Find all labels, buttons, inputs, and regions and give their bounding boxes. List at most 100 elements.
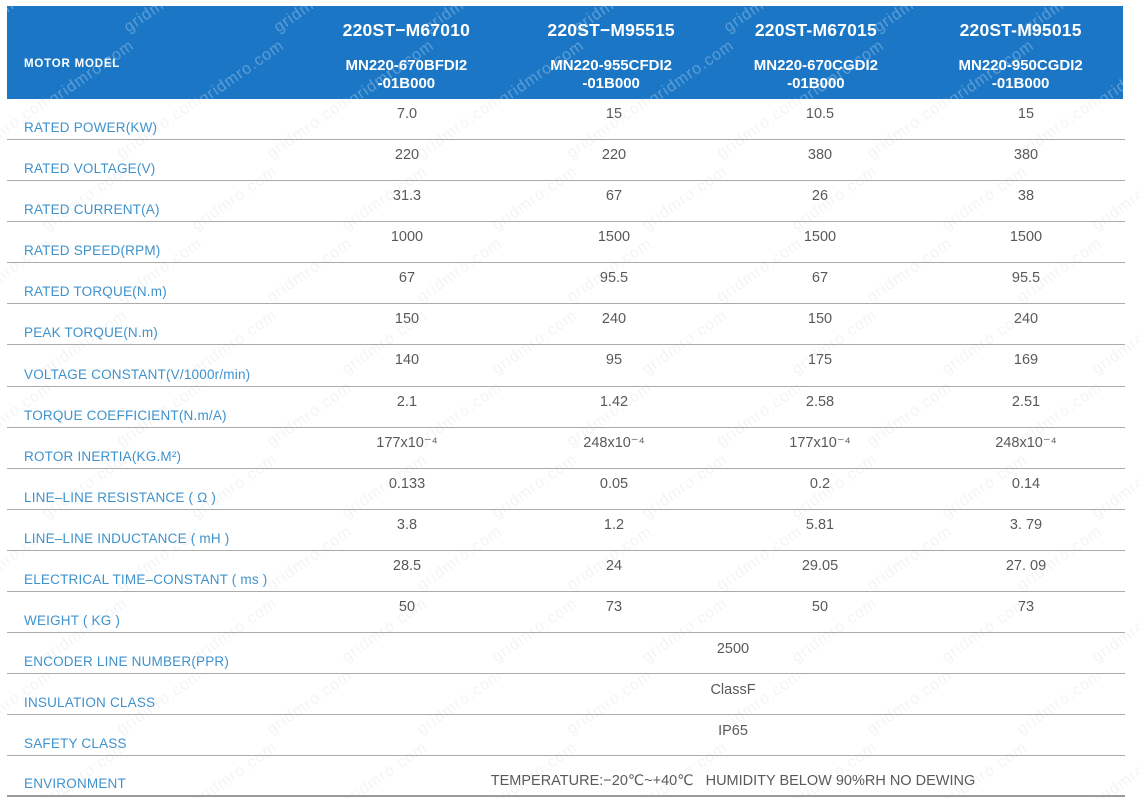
spec-value: 10.5	[805, 106, 835, 122]
spec-value: 15	[1017, 106, 1035, 122]
spec-value: 2.1	[396, 393, 418, 410]
spec-row-label: PEAK TORQUE(N.m)	[24, 325, 158, 341]
spec-value: 2.51	[1011, 393, 1041, 410]
spec-row-label: TORQUE COEFFICIENT(N.m/A)	[24, 407, 227, 423]
spec-value: 0.14	[1011, 475, 1041, 492]
spec-value: 3.8	[396, 516, 418, 533]
spec-row-label: RATED SPEED(RPM)	[24, 243, 161, 259]
table-row: RATED VOLTAGE(V) 220 220 380 380	[7, 140, 1125, 182]
header-model-column-1: 220ST−M67010 MN220-670BFDI2 -01B000	[304, 6, 509, 99]
spec-value: 38	[1017, 188, 1035, 205]
spec-row-label: LINE–LINE RESISTANCE ( Ω )	[24, 489, 217, 505]
spec-row-label: RATED VOLTAGE(V)	[24, 161, 156, 177]
table-row: LINE–LINE INDUCTANCE ( mH ) 3.8 1.2 5.81 3.…	[7, 510, 1125, 551]
spec-value: 1500	[1009, 229, 1043, 246]
spec-value: 177x10⁻⁴	[789, 434, 851, 451]
spec-row-label: ENVIRONMENT	[24, 776, 126, 792]
model-code: MN220-670BFDI2 -01B000	[304, 57, 509, 93]
spec-row-label: WEIGHT ( KG )	[24, 613, 121, 629]
spec-row-label: ENCODER LINE NUMBER(PPR)	[24, 654, 230, 670]
table-row: PEAK TORQUE(N.m) 150 240 150 240	[7, 304, 1125, 346]
spec-value: 248x10⁻⁴	[583, 434, 645, 451]
table-row: ENCODER LINE NUMBER(PPR) 2500	[7, 633, 1125, 675]
header-model-column-2: 220ST−M95515 MN220-955CFDI2 -01B000	[509, 6, 714, 99]
header-motor-model-cell: MOTOR MODEL	[7, 6, 304, 99]
spec-value: 248x10⁻⁴	[995, 434, 1057, 451]
spec-row-label: RATED TORQUE(N.m)	[24, 284, 167, 300]
spec-value: 169	[1013, 352, 1039, 369]
spec-row-label: LINE–LINE INDUCTANCE ( mH )	[24, 530, 230, 546]
model-code-line1: MN220-670BFDI2	[345, 57, 468, 74]
table-row: LINE–LINE RESISTANCE ( Ω ) 0.133 0.05 0.2 0…	[7, 469, 1125, 510]
table-row: SAFETY CLASS IP65	[7, 715, 1125, 757]
table-row: INSULATION CLASS ClassF	[7, 674, 1125, 716]
table-row: RATED CURRENT(A) 31.3 67 26 38	[7, 181, 1125, 223]
spec-value-merged: ClassF	[710, 682, 756, 699]
model-code-line2: -01B000	[991, 75, 1050, 92]
spec-value: 1.2	[603, 516, 625, 533]
spec-value: 67	[605, 188, 623, 205]
table-row: VOLTAGE CONSTANT(V/1000r/min) 140 95 175 16…	[7, 345, 1125, 387]
spec-rows: RATED POWER(KW) 7.0 15 10.5 15 RATED VOLTAG…	[7, 99, 1125, 798]
spec-value: 150	[807, 311, 833, 328]
spec-value: 67	[811, 270, 829, 287]
spec-value: 73	[1017, 598, 1035, 615]
model-code: MN220-955CFDI2 -01B000	[509, 57, 714, 93]
motor-model-label: MOTOR MODEL	[24, 57, 121, 70]
spec-row-label: VOLTAGE CONSTANT(V/1000r/min)	[24, 366, 251, 382]
spec-row-label: INSULATION CLASS	[24, 695, 156, 711]
model-code-line1: MN220-670CGDI2	[753, 57, 878, 74]
spec-value: 50	[398, 598, 416, 615]
spec-value: 26	[811, 188, 829, 205]
spec-row-label: ROTOR INERTIA(KG.M²)	[24, 448, 182, 464]
table-row: ELECTRICAL TIME–CONSTANT ( ms ) 28.5 24 29…	[7, 551, 1125, 592]
spec-value: 2.58	[805, 393, 835, 410]
spec-value: 27. 09	[1005, 557, 1047, 574]
spec-value: 175	[807, 352, 833, 369]
spec-value: 95.5	[1011, 270, 1041, 287]
spec-value: 7.0	[396, 106, 418, 122]
spec-value-merged: IP65	[718, 723, 748, 740]
table-row: RATED SPEED(RPM) 1000 1500 1500 1500	[7, 222, 1125, 264]
model-code-line2: -01B000	[787, 75, 845, 92]
spec-value: 0.05	[599, 475, 629, 492]
table-row: TORQUE COEFFICIENT(N.m/A) 2.1 1.42 2.58 2.5…	[7, 387, 1125, 428]
spec-value: 1500	[597, 229, 631, 246]
model-code: MN220-950CGDI2 -01B000	[918, 57, 1123, 93]
spec-row-label: ELECTRICAL TIME–CONSTANT ( ms )	[24, 571, 268, 587]
spec-value: 240	[1013, 311, 1039, 328]
spec-value: 29.05	[801, 557, 839, 574]
model-code: MN220-670CGDI2 -01B000	[714, 57, 919, 93]
spec-value: 220	[394, 147, 420, 164]
table-row: RATED POWER(KW) 7.0 15 10.5 15	[7, 99, 1125, 141]
spec-value: 24	[605, 557, 623, 574]
spec-value-merged: TEMPERATURE:−20℃~+40℃ HUMIDITY BELOW 90%…	[490, 773, 976, 790]
table-header: gridmro.com gridmro.com gridmro.com gridmro…	[7, 6, 1123, 99]
spec-value: 0.133	[388, 475, 426, 492]
spec-value: 220	[601, 147, 627, 164]
model-name: 220ST−M95515	[547, 20, 675, 40]
model-name: 220ST-M67015	[754, 20, 877, 40]
spec-value: 1000	[390, 229, 424, 246]
table-row: ENVIRONMENT TEMPERATURE:−20℃~+40℃ HUMIDI…	[7, 756, 1125, 798]
spec-value: 380	[1013, 147, 1039, 164]
spec-value: 1.42	[599, 393, 629, 410]
model-code-line1: MN220-950CGDI2	[958, 57, 1083, 74]
table-row: WEIGHT ( KG ) 50 73 50 73	[7, 592, 1125, 634]
spec-value: 67	[398, 270, 416, 287]
header-model-column-3: 220ST-M67015 MN220-670CGDI2 -01B000	[714, 6, 919, 99]
table-row: ROTOR INERTIA(KG.M²) 177x10⁻⁴ 248x10⁻⁴ 177…	[7, 428, 1125, 469]
spec-value: 5.81	[805, 516, 835, 533]
spec-value: 240	[601, 311, 627, 328]
model-code-line1: MN220-955CFDI2	[550, 57, 672, 74]
spec-value: 0.2	[809, 475, 831, 492]
spec-row-label: SAFETY CLASS	[24, 736, 127, 752]
spec-value: 95	[605, 352, 623, 369]
model-name: 220ST−M67010	[342, 20, 471, 40]
spec-value: 150	[394, 311, 420, 328]
spec-value: 50	[811, 598, 829, 615]
model-code-line2: -01B000	[377, 75, 436, 92]
header-model-column-4: 220ST-M95015 MN220-950CGDI2 -01B000	[918, 6, 1123, 99]
table-row: RATED TORQUE(N.m) 67 95.5 67 95.5	[7, 263, 1125, 305]
spec-value-merged: 2500	[716, 641, 750, 658]
